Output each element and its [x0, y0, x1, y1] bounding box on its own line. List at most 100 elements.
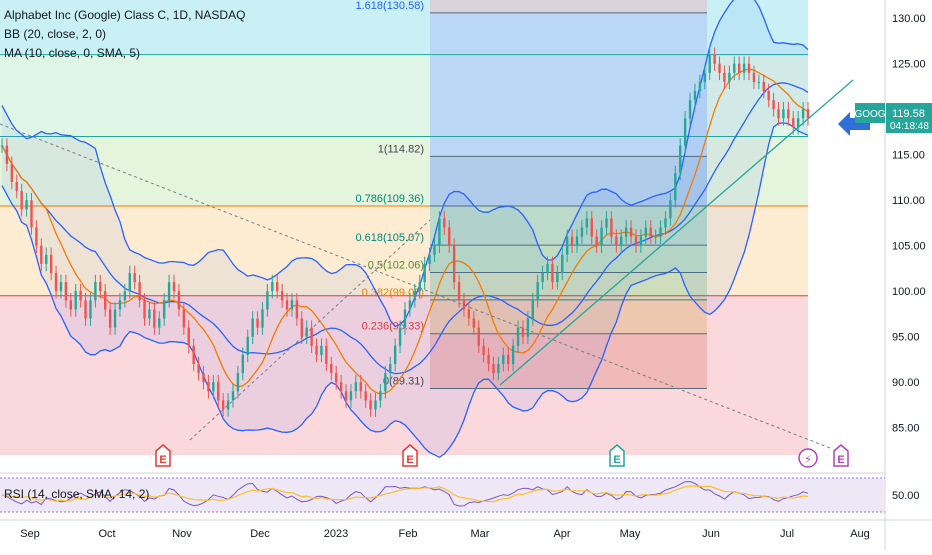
y-tick-label: 95.00 — [892, 332, 920, 344]
candle-body — [801, 109, 805, 119]
candle-body — [733, 63, 736, 73]
candle-body — [723, 72, 726, 82]
symbol-badge: GOOG — [854, 109, 885, 120]
candle-body — [398, 327, 402, 346]
bb-indicator-label[interactable]: BB (20, close, 2, 0) — [4, 27, 107, 41]
candle-body — [477, 327, 480, 346]
candle-body — [334, 373, 338, 383]
y-tick-label: 100.00 — [892, 286, 926, 298]
candle-body — [256, 318, 259, 328]
candle-body — [192, 345, 195, 364]
candle-body — [718, 63, 721, 73]
candle-body — [108, 309, 112, 328]
candle-body — [693, 91, 697, 101]
candle-body — [438, 218, 441, 246]
candle-body — [349, 391, 353, 401]
candle-body — [30, 200, 33, 228]
candle-body — [138, 282, 141, 301]
candle-body — [172, 282, 176, 292]
x-tick-label: 2023 — [324, 528, 348, 540]
candle-body — [428, 254, 431, 264]
candle-body — [54, 273, 58, 292]
candle-body — [792, 118, 795, 128]
candle-body — [502, 354, 505, 364]
y-axis-bg — [885, 0, 932, 550]
candle-body — [703, 72, 706, 82]
candle-body — [600, 227, 603, 246]
candle-body — [236, 373, 240, 392]
rsi-indicator-label[interactable]: RSI (14, close, SMA, 14, 2) — [4, 487, 150, 501]
y-tick-label: 105.00 — [892, 241, 926, 253]
candle-body — [772, 100, 775, 110]
candle-body — [531, 300, 534, 319]
chart-title[interactable]: Alphabet Inc (Google) Class C, 1D, NASDA… — [4, 8, 246, 22]
candle-body — [408, 300, 412, 310]
fib-label-6: 0.236(95.33) — [362, 321, 424, 333]
candle-body — [452, 245, 456, 283]
candle-body — [806, 109, 810, 119]
candle-body — [162, 300, 166, 319]
candle-body — [698, 81, 702, 91]
candle-body — [305, 327, 308, 337]
candle-body — [167, 282, 171, 301]
candle-body — [389, 364, 392, 374]
x-tick-label: Feb — [399, 528, 418, 540]
candle-body — [20, 191, 23, 210]
candle-body — [492, 364, 495, 374]
symbol-badge-bg — [855, 103, 885, 124]
candle-body — [79, 291, 82, 301]
candle-body — [369, 400, 372, 410]
candle-body — [472, 318, 476, 328]
candle-body — [615, 236, 618, 246]
candle-body — [182, 309, 186, 328]
candle-body — [688, 100, 692, 119]
candle-body — [674, 172, 677, 201]
candle-body — [231, 391, 235, 401]
candle-body — [320, 345, 323, 355]
candle-body — [683, 118, 687, 146]
candle-body — [654, 236, 657, 238]
candle-body — [669, 200, 672, 219]
candle-body — [25, 200, 28, 210]
ma-indicator-label[interactable]: MA (10, close, 0, SMA, 5) — [4, 46, 141, 60]
event-label: E — [613, 454, 620, 466]
legend: Alphabet Inc (Google) Class C, 1D, NASDA… — [4, 6, 245, 63]
candle-body — [118, 300, 122, 310]
candle-body — [747, 63, 751, 73]
candle-body — [570, 236, 574, 246]
candle-body — [158, 318, 161, 328]
x-tick-label: Apr — [553, 528, 570, 540]
x-tick-label: Sep — [20, 528, 40, 540]
candle-body — [310, 327, 313, 346]
ma-line — [1, 68, 809, 395]
fib-zone-1 — [430, 156, 707, 207]
candle-body — [379, 391, 382, 401]
candle-body — [221, 400, 225, 410]
candle-body — [59, 282, 63, 292]
x-tick-label: Nov — [172, 528, 192, 540]
candle-body — [35, 227, 38, 246]
x-tick-label: Mar — [471, 528, 490, 540]
candle-body — [595, 236, 598, 246]
candle-body — [217, 382, 220, 401]
candle-body — [737, 63, 741, 73]
candle-body — [10, 163, 14, 182]
candle-body — [339, 382, 343, 392]
candle-body — [84, 300, 87, 319]
candle-body — [580, 227, 584, 237]
candle-body — [742, 63, 746, 73]
candle-body — [728, 72, 731, 82]
candle-body — [261, 309, 264, 328]
candle-body — [679, 145, 682, 173]
bb-lower-line — [1, 122, 809, 459]
uptrend-line — [499, 79, 854, 386]
candle-body — [556, 273, 559, 283]
fib-label-2: 0.786(109.36) — [356, 193, 425, 205]
candle-body — [300, 318, 303, 337]
candle-body — [364, 391, 367, 401]
fib-label-4: 0.5(102.06) — [368, 259, 424, 271]
split-marker — [798, 448, 818, 468]
candle-body — [752, 72, 756, 82]
